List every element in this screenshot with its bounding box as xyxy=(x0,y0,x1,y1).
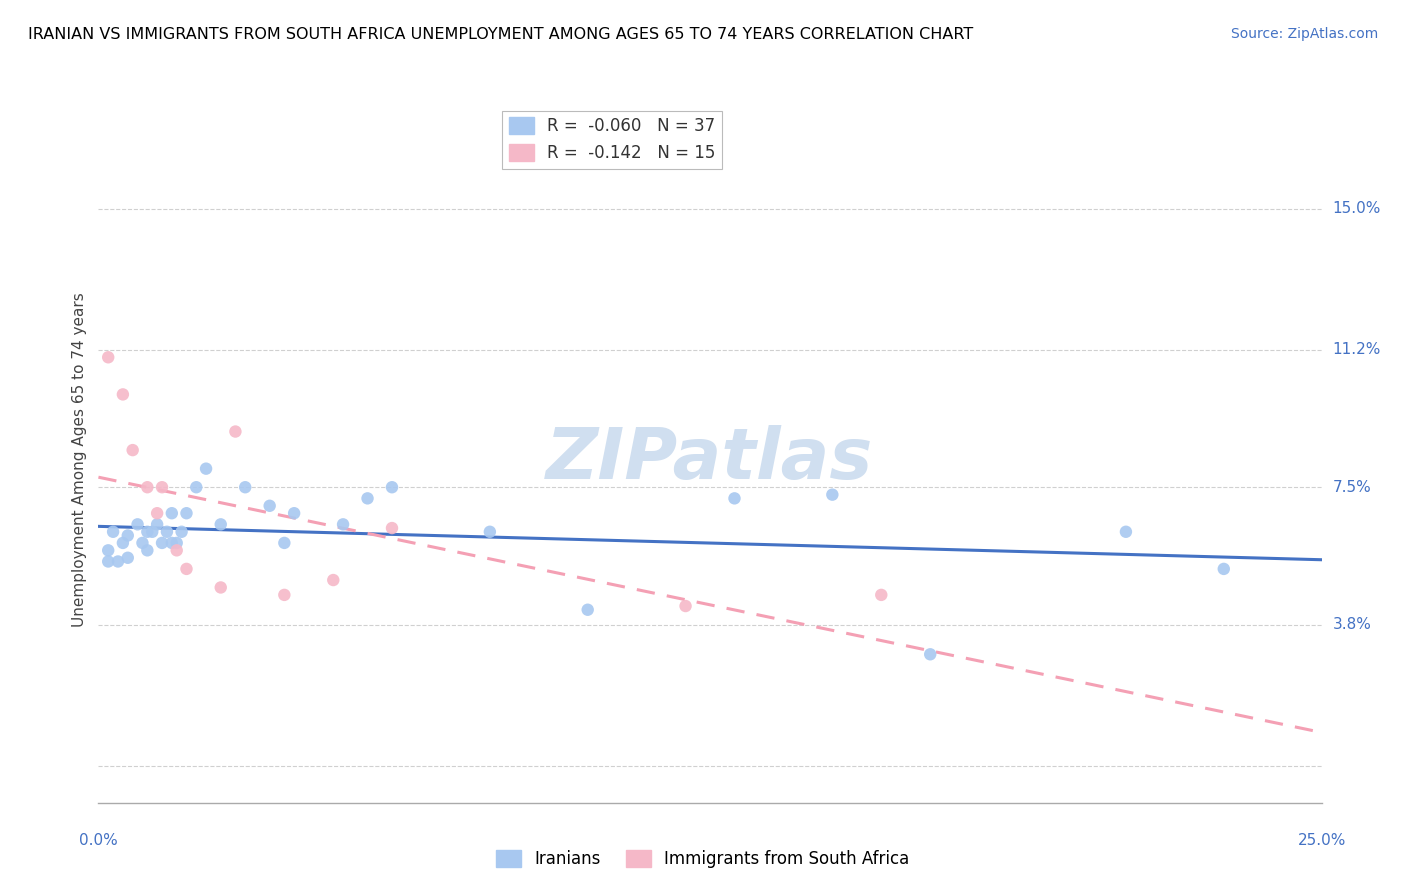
Point xyxy=(136,524,159,539)
Point xyxy=(283,506,305,520)
Y-axis label: Unemployment Among Ages 65 to 74 years: Unemployment Among Ages 65 to 74 years xyxy=(72,292,87,627)
Text: ZIPatlas: ZIPatlas xyxy=(547,425,873,494)
Text: 15.0%: 15.0% xyxy=(1333,202,1381,216)
Text: 0.0%: 0.0% xyxy=(79,833,118,848)
Point xyxy=(166,536,188,550)
Legend: Iranians, Immigrants from South Africa: Iranians, Immigrants from South Africa xyxy=(489,843,917,875)
Point xyxy=(273,536,295,550)
Point xyxy=(111,536,134,550)
Point xyxy=(478,524,501,539)
Point xyxy=(136,480,159,494)
Point xyxy=(150,536,173,550)
Point xyxy=(576,603,599,617)
Point xyxy=(136,543,159,558)
Point xyxy=(233,480,256,494)
Point xyxy=(920,648,942,662)
Point xyxy=(170,524,193,539)
Text: 3.8%: 3.8% xyxy=(1333,617,1372,632)
Point xyxy=(195,461,218,475)
Point xyxy=(209,581,232,595)
Point xyxy=(101,524,124,539)
Point xyxy=(723,491,745,506)
Point xyxy=(1115,524,1137,539)
Point xyxy=(97,554,120,568)
Point xyxy=(1212,562,1234,576)
Point xyxy=(870,588,893,602)
Text: 7.5%: 7.5% xyxy=(1333,480,1371,495)
Point xyxy=(356,491,378,506)
Point xyxy=(381,521,404,535)
Point xyxy=(131,536,153,550)
Point xyxy=(166,543,188,558)
Point xyxy=(332,517,354,532)
Legend: R =  -0.060   N = 37, R =  -0.142   N = 15: R = -0.060 N = 37, R = -0.142 N = 15 xyxy=(502,111,723,169)
Point xyxy=(273,588,295,602)
Text: Source: ZipAtlas.com: Source: ZipAtlas.com xyxy=(1230,27,1378,41)
Point xyxy=(146,506,169,520)
Point xyxy=(160,506,183,520)
Point xyxy=(322,573,344,587)
Point xyxy=(121,443,143,458)
Text: 25.0%: 25.0% xyxy=(1298,833,1346,848)
Point xyxy=(209,517,232,532)
Point xyxy=(97,351,120,365)
Point xyxy=(117,528,139,542)
Point xyxy=(186,480,208,494)
Point xyxy=(821,488,844,502)
Point xyxy=(146,517,169,532)
Point xyxy=(111,387,134,401)
Point xyxy=(381,480,404,494)
Point xyxy=(127,517,149,532)
Point xyxy=(156,524,179,539)
Point xyxy=(117,550,139,565)
Point xyxy=(160,536,183,550)
Text: 11.2%: 11.2% xyxy=(1333,343,1381,358)
Point xyxy=(224,425,246,439)
Point xyxy=(675,599,697,613)
Point xyxy=(176,562,198,576)
Text: IRANIAN VS IMMIGRANTS FROM SOUTH AFRICA UNEMPLOYMENT AMONG AGES 65 TO 74 YEARS C: IRANIAN VS IMMIGRANTS FROM SOUTH AFRICA … xyxy=(28,27,973,42)
Point xyxy=(176,506,198,520)
Point xyxy=(107,554,129,568)
Point xyxy=(141,524,163,539)
Point xyxy=(259,499,281,513)
Point xyxy=(150,480,173,494)
Point xyxy=(97,543,120,558)
